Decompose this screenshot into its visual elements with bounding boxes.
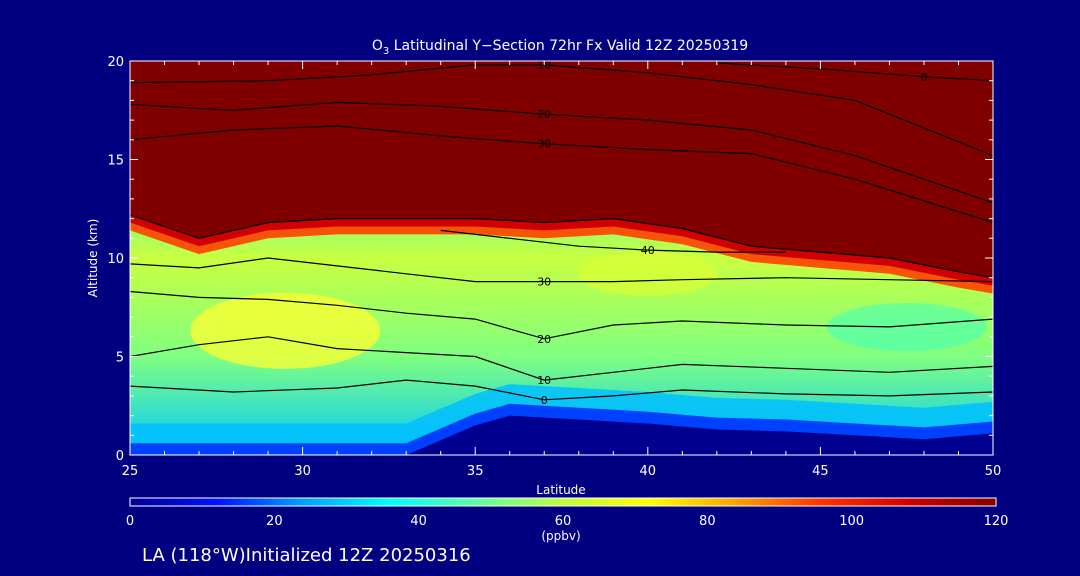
- y-tick-label-3: 15: [107, 154, 124, 169]
- colorbar: [129, 497, 997, 507]
- contour-label-1: 10: [537, 374, 551, 387]
- colorbar-tick-label-3: 60: [555, 514, 572, 529]
- tropopause-contour: [130, 214, 993, 279]
- contour-line-6: [130, 101, 993, 204]
- contour-line-0: [130, 379, 993, 401]
- y-axis-label: Altitude (km): [86, 219, 100, 298]
- colorbar-unit: (ppbv): [541, 529, 580, 543]
- ozone-mid-region: [577, 251, 718, 296]
- contour-line-3: [130, 257, 993, 283]
- x-tick-label-4: 45: [812, 464, 829, 479]
- chart-title: O3 Latitudinal Y−Section 72hr Fx Valid 1…: [372, 38, 748, 57]
- terrain-region: [130, 415, 993, 455]
- colorbar-tick-label-6: 120: [984, 514, 1009, 529]
- x-tick-label-5: 50: [985, 464, 1002, 479]
- colorbar-tick-label-4: 80: [699, 514, 716, 529]
- x-tick-label-1: 30: [294, 464, 311, 479]
- contour-label-2: 20: [537, 333, 551, 346]
- colorbar-tick-label-2: 40: [410, 514, 427, 529]
- colorbar-ticks: 0 20 40 60 80 100 120: [126, 514, 1009, 529]
- x-axis-label: Latitude: [536, 483, 585, 497]
- contour-line-1: [130, 336, 993, 381]
- y-tick-label-2: 10: [107, 252, 124, 267]
- contour-label-5: 30: [537, 138, 551, 151]
- ozone-low-region: [826, 302, 987, 351]
- contour-label-8: 0: [921, 71, 928, 84]
- colorbar-tick-label-5: 100: [839, 514, 864, 529]
- ozone-max-region: [190, 292, 381, 369]
- contour-line-8: [716, 62, 993, 82]
- x-axis: 25 30 35 40 45 50: [122, 61, 1002, 479]
- colorbar-tick-label-0: 0: [126, 514, 134, 529]
- colorbar-tick-label-1: 20: [266, 514, 283, 529]
- ozone-field: [130, 61, 993, 455]
- contour-label-3: 30: [537, 276, 551, 289]
- contour-label-7: 10: [537, 59, 551, 72]
- y-axis: 0 5 10 15 20: [107, 55, 993, 464]
- x-tick-label-0: 25: [122, 464, 139, 479]
- contour-line-5: [130, 125, 993, 224]
- contour-line-2: [130, 290, 993, 340]
- stratosphere-region: [130, 61, 993, 278]
- contour-line-4: [440, 229, 786, 253]
- contour-label-0: 0: [541, 394, 548, 407]
- y-tick-label-1: 5: [116, 351, 124, 366]
- footer-init-text: LA (118°W)Initialized 12Z 20250316: [142, 545, 471, 566]
- x-tick-label-2: 35: [467, 464, 484, 479]
- contour-label-4: 40: [641, 244, 655, 257]
- contour-label-6: 20: [537, 108, 551, 121]
- y-tick-label-4: 20: [107, 55, 124, 70]
- y-tick-label-0: 0: [116, 449, 124, 464]
- x-tick-label-3: 40: [640, 464, 657, 479]
